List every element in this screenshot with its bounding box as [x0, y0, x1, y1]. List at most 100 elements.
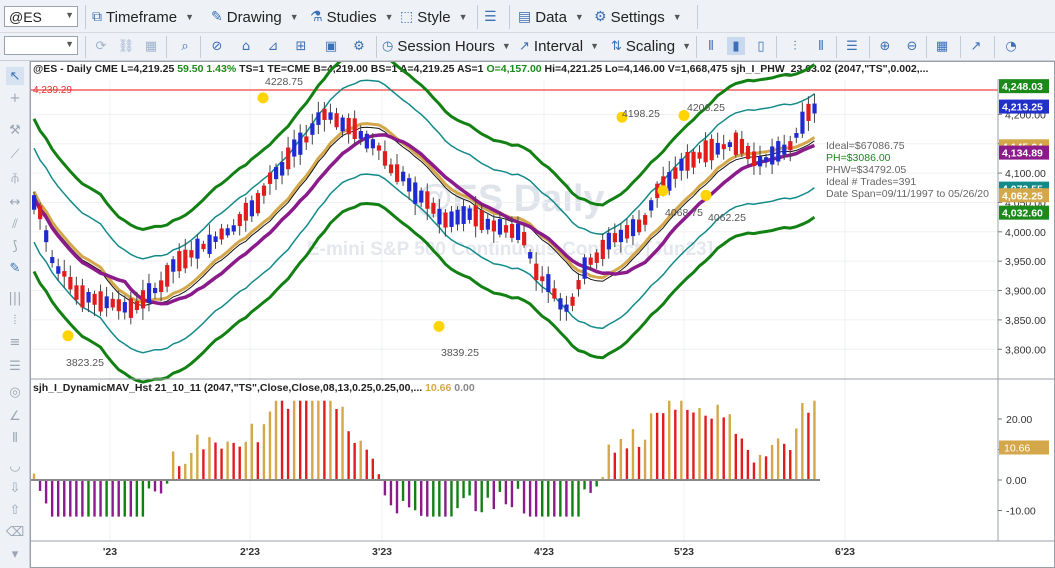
style-button[interactable]: ⬚ Style ▼: [400, 7, 468, 27]
arrow-down-icon[interactable]: ⇩: [9, 480, 21, 496]
header-change-pct: 1.43%: [206, 63, 236, 75]
crosshair-icon[interactable]: +: [9, 90, 21, 106]
candle-body: [649, 200, 654, 211]
bars-pattern-icon[interactable]: ⫴: [12, 430, 18, 446]
symbol-dropdown-icon[interactable]: ▼: [65, 10, 74, 20]
columns-icon[interactable]: |||: [8, 290, 22, 306]
pencil-icon[interactable]: ✎: [9, 260, 21, 276]
studies-button[interactable]: ⚗ Studies ▼: [310, 7, 394, 27]
arc-icon[interactable]: ◡: [9, 458, 21, 474]
histogram-bar: [93, 480, 96, 517]
interval-input[interactable]: ▼: [4, 36, 78, 55]
swing-annotations: 4228.75 3823.25 3839.25 4198.25 4206.25 …: [66, 76, 746, 369]
chevron-down-icon: ▼: [458, 12, 468, 22]
snapshot-icon[interactable]: ▣: [324, 38, 338, 54]
candle-body: [140, 290, 146, 309]
histogram-bar: [486, 480, 489, 498]
parallel-lines-icon[interactable]: ⫽: [12, 216, 18, 232]
settings-button[interactable]: ⚙ Settings ▼: [594, 7, 682, 27]
angle-icon[interactable]: ∠: [9, 408, 21, 424]
histogram-bar: [541, 480, 544, 517]
timeframe-button[interactable]: ⧉ Timeframe ▼: [92, 7, 194, 27]
link-icon[interactable]: ⛓: [117, 38, 135, 54]
vertical-lines-icon[interactable]: ⦙: [13, 312, 17, 328]
candle-body: [110, 298, 115, 308]
analysis-icon[interactable]: ⊿: [267, 38, 279, 54]
candle-chart-icon[interactable]: ▮: [727, 37, 745, 55]
candle-body: [261, 185, 267, 196]
pitchfork-icon[interactable]: ⫚: [11, 170, 19, 186]
ohlc-icon[interactable]: ⫴: [818, 38, 824, 54]
interval-button[interactable]: ↗ Interval ▼: [519, 37, 599, 55]
pointer-icon[interactable]: ↖: [6, 67, 24, 85]
histogram-bar: [752, 462, 756, 480]
candle-body: [497, 219, 503, 235]
fibonacci-icon[interactable]: ☰: [9, 358, 21, 374]
candle-body: [104, 296, 109, 309]
trendline-icon[interactable]: ⟋: [10, 146, 20, 162]
candle-body: [286, 147, 291, 170]
tag-icon[interactable]: ⌂: [241, 38, 251, 54]
wrench-icon[interactable]: ⚒: [9, 122, 21, 138]
data-icon: ▤: [518, 9, 532, 25]
chevron-down-icon: ▼: [384, 12, 394, 22]
session-hours-button[interactable]: ◷ Session Hours ▼: [382, 37, 511, 55]
zoom-in-icon[interactable]: ⊕: [879, 38, 891, 54]
arrows-horizontal-icon[interactable]: ↔: [9, 194, 21, 210]
candle-body: [74, 285, 79, 300]
speedometer-icon[interactable]: ◔: [1005, 38, 1017, 54]
bar-chart-icon[interactable]: ⫴: [708, 38, 714, 54]
horizontal-lines-icon[interactable]: ≡: [9, 334, 21, 350]
histogram-bar: [32, 473, 36, 480]
histogram-bar: [123, 480, 126, 517]
grid-view-icon[interactable]: ▦: [935, 38, 949, 54]
eraser-icon[interactable]: ⌫: [5, 524, 25, 540]
interval-dropdown-icon[interactable]: ▼: [65, 39, 74, 49]
price-chart[interactable]: @ES Daily E-mini S&P 500 Continuous Cont…: [30, 61, 1055, 568]
chart-type-icon[interactable]: ⊞: [295, 38, 307, 54]
brush-icon[interactable]: ⟆: [12, 238, 18, 254]
compass-icon[interactable]: ⊘: [211, 38, 223, 54]
candle-body: [770, 146, 775, 165]
trend-icon[interactable]: ↗: [970, 38, 982, 54]
indicator-value-tag: 10.66: [999, 440, 1049, 455]
candle-body: [249, 200, 254, 217]
arrow-up-icon[interactable]: ⇧: [9, 502, 21, 518]
indicator-panel-header: sjh_I_DynamicMAV_Hst 21_10_11 (2047,"TS"…: [33, 382, 475, 394]
swing-label: 4062.25: [708, 212, 746, 224]
candle-body: [618, 229, 624, 243]
histogram-bar: [135, 480, 139, 517]
candle-body: [237, 214, 242, 227]
toolbar-separator: [776, 36, 777, 58]
symbol-input[interactable]: @ES ▼: [4, 6, 78, 27]
histogram-bar: [450, 480, 453, 517]
zoom-out-icon[interactable]: ⊖: [906, 38, 918, 54]
candle-body: [80, 285, 85, 308]
target-icon[interactable]: ◎: [9, 384, 21, 400]
chevron-down-icon: ▼: [682, 41, 692, 51]
price-axis-label: 3,900.00: [1005, 286, 1046, 298]
volume-bars-icon[interactable]: ⫶: [793, 38, 797, 54]
candle-body: [56, 266, 61, 274]
properties-icon[interactable]: ⚙: [353, 38, 365, 54]
data-button[interactable]: ▤ Data ▼: [518, 7, 584, 27]
grid-icon[interactable]: ▦: [144, 38, 158, 54]
candle-body: [316, 112, 321, 125]
candle-body: [304, 136, 309, 143]
stat-date-span: Date Span=09/11/1997 to 05/26/20: [826, 188, 989, 200]
histogram-bar: [232, 442, 235, 480]
zoom-search-icon[interactable]: ⌕: [181, 38, 189, 54]
refresh-icon[interactable]: ⟳: [95, 38, 107, 54]
hollow-candle-icon[interactable]: ▯: [757, 38, 765, 54]
scroll-down-icon[interactable]: ▾: [11, 546, 19, 562]
histogram-bar: [268, 411, 272, 480]
time-axis[interactable]: '23 2'23 3'23 4'23 5'23 6'23: [103, 546, 855, 558]
scaling-button[interactable]: ⇅ Scaling ▼: [611, 37, 691, 55]
layout-icon[interactable]: ☰: [846, 38, 858, 54]
layout-button[interactable]: ☰: [484, 7, 497, 27]
histogram-bar: [274, 400, 278, 480]
drawing-button[interactable]: ✎ Drawing ▼: [211, 7, 299, 27]
candle-body: [522, 232, 527, 246]
candle-body: [189, 250, 194, 258]
candle-body: [322, 108, 327, 120]
